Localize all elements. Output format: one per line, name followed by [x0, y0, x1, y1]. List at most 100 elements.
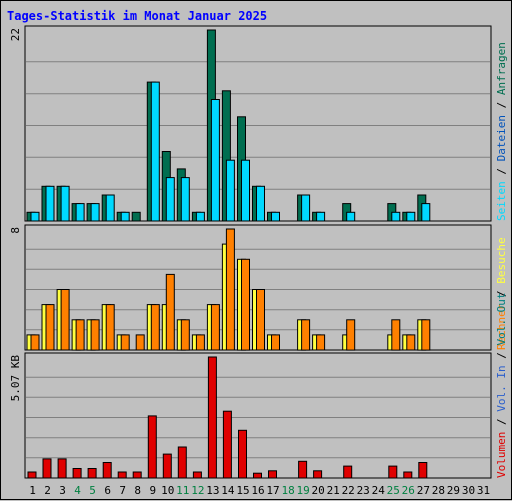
bar-rechner-day-22	[346, 319, 356, 351]
bar-volumen-day-14	[222, 410, 232, 479]
bar-rechner-day-1	[30, 334, 40, 351]
bar-rechner-day-16	[256, 289, 265, 351]
day-label-29: 29	[447, 484, 460, 497]
bar-rechner-day-9	[150, 304, 160, 351]
bar-seiten-day-15	[241, 159, 250, 222]
bar-seiten-day-12	[195, 211, 205, 222]
bar-rechner-day-26	[406, 334, 416, 351]
day-label-3: 3	[59, 484, 66, 497]
bar-seiten-day-13	[210, 99, 220, 222]
bar-rechner-day-25	[391, 319, 401, 351]
legend-separator: /	[495, 346, 508, 366]
panel-top: 22	[9, 25, 492, 222]
bar-volumen-day-3	[57, 458, 67, 479]
day-label-9: 9	[149, 484, 156, 497]
bar-seiten-day-4	[75, 203, 85, 222]
day-label-4: 4	[74, 484, 81, 497]
legend-item-vol-in: Vol. In	[495, 365, 508, 411]
legend-item-dateien: Dateien	[495, 115, 508, 161]
day-label-7: 7	[119, 484, 126, 497]
bar-volumen-day-27	[418, 462, 428, 479]
bar-volumen-day-12	[192, 471, 202, 479]
bar-volumen-day-4	[72, 468, 82, 479]
bar-rechner-day-17	[271, 334, 280, 351]
panel-top-scale-label: 22	[9, 28, 22, 41]
day-label-31: 31	[477, 484, 490, 497]
day-label-13: 13	[206, 484, 219, 497]
bar-seiten-day-11	[180, 177, 190, 222]
day-label-2: 2	[44, 484, 51, 497]
bar-rechner-day-7	[120, 334, 130, 351]
bar-rechner-day-6	[105, 304, 115, 351]
day-label-24: 24	[372, 484, 386, 497]
bar-rechner-day-8	[135, 334, 145, 351]
bar-volumen-day-22	[343, 465, 353, 479]
day-label-6: 6	[104, 484, 111, 497]
day-label-30: 30	[462, 484, 475, 497]
chart-title: Tages-Statistik im Monat Januar 2025	[7, 9, 267, 23]
bar-anfragen-day-8	[131, 211, 141, 222]
bar-rechner-day-19	[301, 319, 311, 351]
bar-volumen-day-13	[207, 356, 217, 479]
bar-volumen-day-25	[388, 465, 398, 479]
bar-volumen-day-1	[27, 471, 37, 479]
panel-middle: 8	[9, 224, 492, 351]
day-label-28: 28	[432, 484, 445, 497]
bar-volumen-day-10	[162, 453, 172, 479]
bar-seiten-day-22	[346, 211, 356, 222]
panel-bottom-background	[24, 352, 492, 479]
legend-separator: /	[495, 95, 508, 115]
bar-volumen-day-16	[253, 472, 262, 479]
day-label-5: 5	[89, 484, 96, 497]
bar-seiten-day-14	[225, 159, 235, 222]
day-label-19: 19	[296, 484, 309, 497]
bar-rechner-day-20	[316, 334, 326, 351]
legend-item-anfragen: Anfragen	[495, 42, 508, 95]
day-label-10: 10	[161, 484, 174, 497]
bar-seiten-day-5	[90, 203, 100, 222]
day-label-23: 23	[357, 484, 370, 497]
legend-item-volumen: Volumen	[495, 432, 508, 478]
panel-middle-scale-label: 8	[9, 227, 22, 234]
day-label-15: 15	[236, 484, 249, 497]
bar-rechner-day-5	[90, 319, 100, 351]
day-label-16: 16	[251, 484, 264, 497]
bar-seiten-day-9	[150, 81, 160, 222]
day-label-26: 26	[402, 484, 415, 497]
legend-middle: Rechner / Besuche	[495, 237, 508, 350]
bar-seiten-day-20	[316, 211, 326, 222]
day-label-17: 17	[266, 484, 279, 497]
day-label-12: 12	[191, 484, 204, 497]
day-label-27: 27	[417, 484, 430, 497]
bar-rechner-day-2	[45, 304, 55, 351]
legend-bottom: Volumen / Vol. In / Vol. Out	[495, 293, 508, 478]
bar-seiten-day-3	[60, 185, 70, 222]
day-label-20: 20	[311, 484, 324, 497]
bar-rechner-day-13	[210, 304, 220, 351]
day-label-11: 11	[176, 484, 189, 497]
bar-rechner-day-12	[195, 334, 205, 351]
bar-seiten-day-25	[391, 211, 401, 222]
panel-bottom-scale-label: 5.07 KB	[9, 355, 22, 402]
bar-seiten-day-16	[256, 185, 265, 222]
bar-rechner-day-15	[241, 258, 250, 351]
legend-item-rechner: Rechner	[495, 303, 508, 350]
bar-rechner-day-27	[421, 319, 431, 351]
bar-seiten-day-19	[301, 194, 311, 222]
bar-volumen-day-7	[117, 471, 127, 479]
day-label-1: 1	[29, 484, 36, 497]
bar-volumen-day-6	[102, 462, 112, 479]
bar-rechner-day-14	[225, 228, 235, 351]
bar-volumen-day-2	[42, 458, 52, 479]
bar-rechner-day-4	[75, 319, 85, 351]
bar-volumen-day-5	[87, 468, 97, 479]
legend-top: Seiten / Dateien / Anfragen	[495, 42, 508, 221]
bar-seiten-day-2	[45, 185, 55, 222]
bar-seiten-day-7	[120, 211, 130, 222]
legend-separator: /	[495, 284, 508, 304]
bar-seiten-day-6	[105, 194, 115, 222]
day-label-18: 18	[281, 484, 294, 497]
bar-volumen-day-20	[313, 470, 323, 479]
legend-item-vol-out: Vol. Out	[495, 293, 508, 346]
